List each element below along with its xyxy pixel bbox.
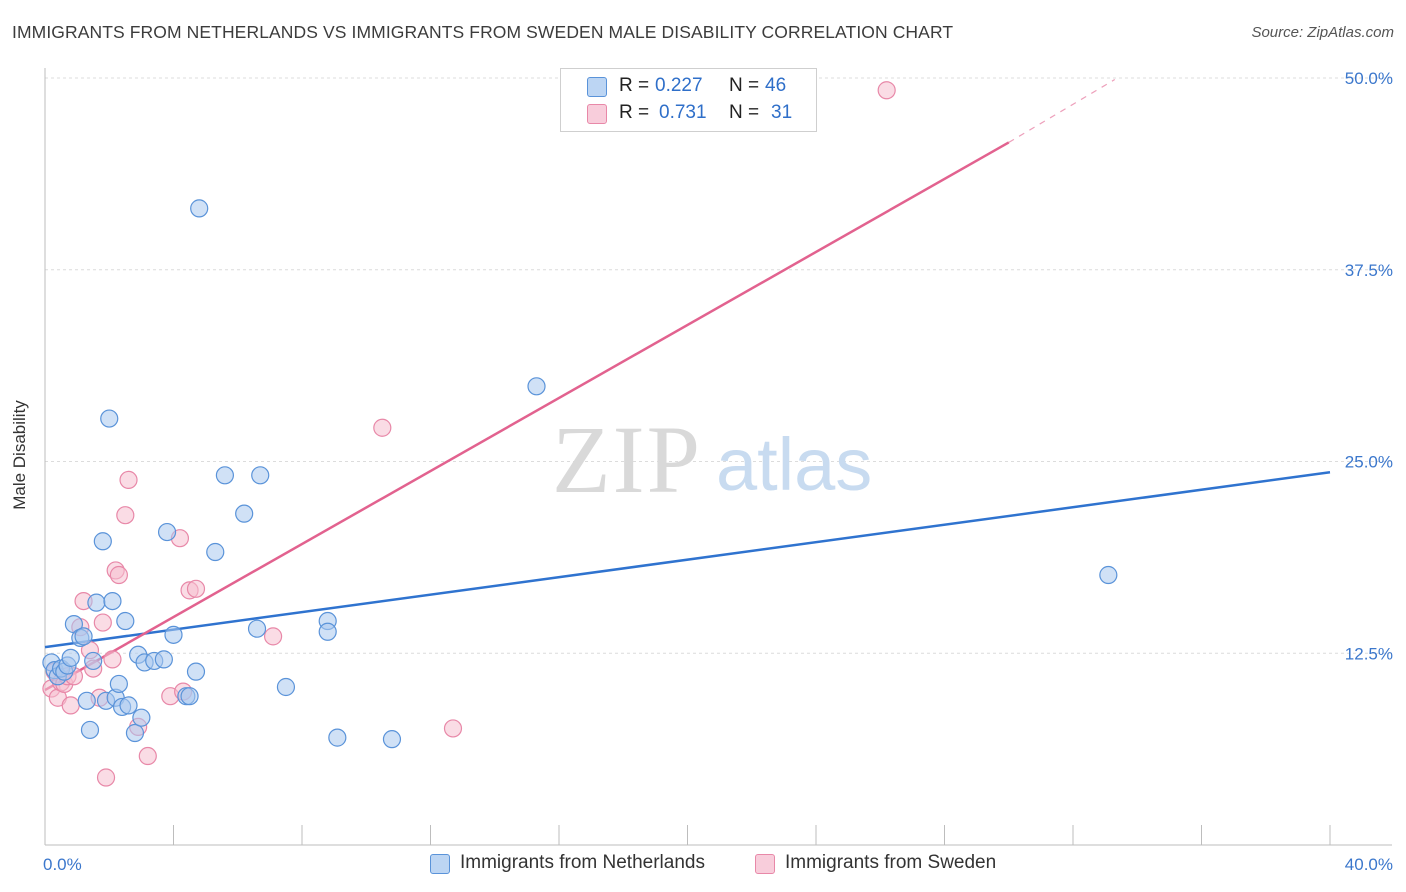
sweden-point [263,627,283,646]
watermark-atlas: atlas [716,423,872,506]
netherlands-point [132,708,151,727]
netherlands-swatch [587,77,607,97]
x-tick-label: 0.0% [43,855,82,874]
netherlands-point [235,504,254,523]
sweden-trend-line [44,141,1010,692]
netherlands-point [61,648,80,667]
netherlands-point [87,593,106,612]
y-tick-label: 50.0% [1345,69,1393,88]
netherlands-point [157,522,177,542]
legend-n-value: 31 [771,102,793,123]
netherlands-point [206,542,225,562]
axes [44,68,1392,846]
netherlands-point [109,674,128,694]
sweden-point [61,696,80,715]
sweden-swatch [587,104,607,124]
legend-r-label: R = [619,102,650,123]
netherlands-point [154,650,173,669]
netherlands-point [100,409,119,428]
netherlands-point [276,677,296,697]
sweden-point [93,613,112,632]
y-tick-label: 12.5% [1345,644,1393,663]
netherlands-point [527,377,546,396]
netherlands-point [382,730,402,749]
legend-n-label: N = [729,102,760,123]
netherlands-point [77,691,96,710]
netherlands-trend-line [44,470,1331,649]
gridlines [45,77,1392,654]
netherlands-point [119,696,138,715]
netherlands-legend-swatch [430,854,450,874]
sweden-point [186,579,206,598]
netherlands-point [186,662,206,681]
sweden-point [373,418,392,437]
netherlands-point [251,466,270,485]
sweden-point [109,565,128,585]
netherlands-point [74,627,93,646]
sweden-legend-label: Immigrants from Sweden [785,852,997,873]
chart-title: IMMIGRANTS FROM NETHERLANDS VS IMMIGRANT… [12,22,954,42]
netherlands-point [247,619,267,638]
netherlands-point [93,532,112,551]
netherlands-point [103,591,122,611]
sweden-point [116,506,135,525]
data-points [42,81,1118,787]
y-tick-label: 25.0% [1345,453,1393,472]
netherlands-point [80,720,100,740]
sweden-legend-swatch [755,854,775,874]
sweden-point [96,768,116,787]
legend-n-label: N = [729,75,760,96]
sweden-trend-extension [1008,79,1116,143]
netherlands-point [215,466,234,485]
netherlands-point [1099,565,1118,585]
y-axis-label: Male Disability [10,400,29,510]
legend-r-label: R = [619,75,650,96]
netherlands-point [318,622,337,641]
netherlands-point [116,611,135,631]
sweden-point [119,470,138,490]
sweden-point [138,746,157,766]
watermark: ZIP atlas [552,406,872,513]
trend-lines [44,79,1331,692]
sweden-point [877,81,896,100]
legend-r-value: 0.731 [659,102,707,123]
correlation-legend: R = 0.227 N = 46 R = 0.731 N = 31 [560,68,817,132]
sweden-point [443,719,463,738]
y-tick-label: 37.5% [1345,261,1393,280]
netherlands-point [84,651,103,671]
legend-r-value: 0.227 [655,75,703,96]
sweden-point [103,650,122,669]
netherlands-point [180,687,199,706]
netherlands-point [164,625,183,644]
netherlands-point [190,199,209,218]
tick-labels: 12.5% 25.0% 37.5% 50.0% 0.0% 40.0% [43,69,1393,874]
x-tick-label: 40.0% [1345,855,1393,874]
netherlands-legend-label: Immigrants from Netherlands [460,852,705,873]
watermark-zip: ZIP [552,406,702,513]
netherlands-point [328,728,347,747]
legend-n-value: 46 [765,75,787,96]
netherlands-point [125,723,145,743]
source-credit: Source: ZipAtlas.com [1251,24,1394,41]
